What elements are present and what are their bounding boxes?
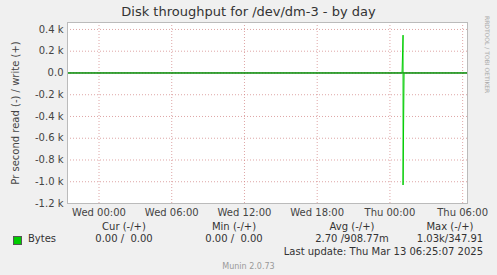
html-text:Munin 2.0.73: Munin 2.0.73 — [222, 262, 275, 271]
html-text:Avg (-/+): Avg (-/+) — [329, 221, 375, 232]
svg-text:0.2 k: 0.2 k — [39, 45, 64, 56]
svg-text:Wed 06:00: Wed 06:00 — [145, 207, 199, 218]
svg-text:-1.0 k: -1.0 k — [35, 176, 64, 187]
svg-text:-0.4 k: -0.4 k — [35, 111, 64, 122]
html-text:0.00 / 0.00: 0.00 / 0.00 — [205, 233, 263, 244]
svg-text:Wed 18:00: Wed 18:00 — [290, 207, 344, 218]
html-text:Last update: Thu Mar 13 06:25:: Last update: Thu Mar 13 06:25:07 2025 — [283, 246, 483, 257]
svg-text:-1.2 k: -1.2 k — [35, 198, 64, 209]
svg-text:0.0: 0.0 — [48, 67, 64, 78]
svg-text:Thu 00:00: Thu 00:00 — [364, 207, 416, 218]
svg-text:-0.8 k: -0.8 k — [35, 154, 64, 165]
html-text:Min (-/+): Min (-/+) — [212, 221, 256, 232]
html-text:2.70 /908.77m: 2.70 /908.77m — [315, 233, 389, 244]
svg-text:-0.6 k: -0.6 k — [35, 132, 64, 143]
svg-text:-0.2 k: -0.2 k — [35, 89, 64, 100]
html-text:1.03k/347.91: 1.03k/347.91 — [416, 233, 484, 244]
html-text:Disk throughput for /dev/dm-3: Disk throughput for /dev/dm-3 - by day — [121, 4, 376, 19]
svg-text:0.4 k: 0.4 k — [39, 24, 64, 35]
html-text:RRDTOOL / TOBI OETIKER: RRDTOOL / TOBI OETIKER — [484, 16, 491, 94]
html-text:Bytes: Bytes — [28, 233, 57, 244]
html-text:Max (-/+): Max (-/+) — [426, 221, 474, 232]
svg-text:Wed 00:00: Wed 00:00 — [72, 207, 126, 218]
svg-text:Wed 12:00: Wed 12:00 — [218, 207, 272, 218]
svg-text:Pr second read (-) / write (+): Pr second read (-) / write (+) — [10, 41, 21, 184]
html-text:Cur (-/+): Cur (-/+) — [102, 221, 146, 232]
svg-text:Thu 06:00: Thu 06:00 — [436, 207, 488, 218]
html-text:0.00 / 0.00: 0.00 / 0.00 — [95, 233, 153, 244]
